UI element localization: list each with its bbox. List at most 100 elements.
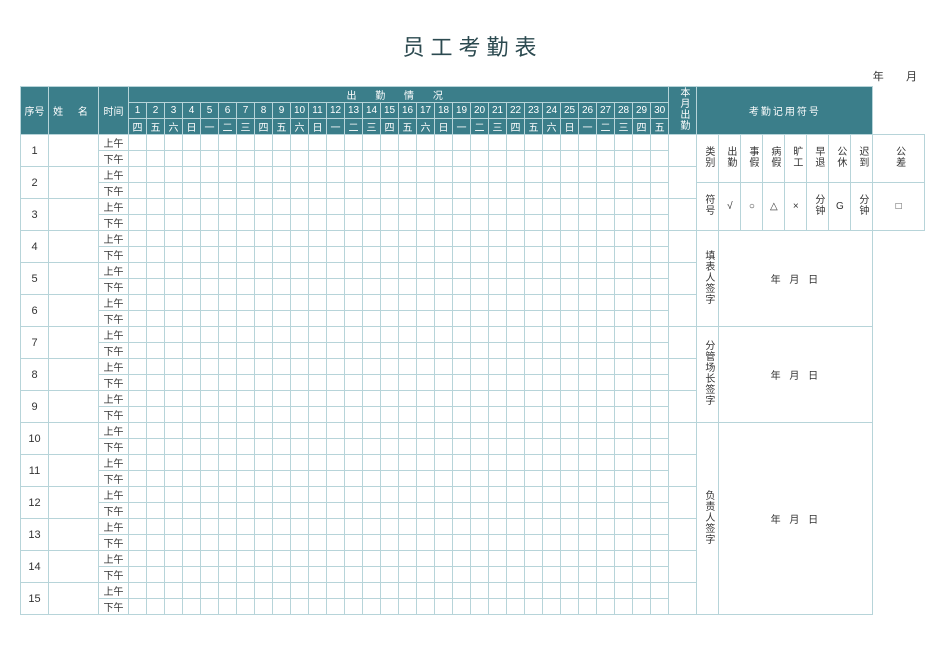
attendance-cell[interactable] [453,135,471,151]
attendance-cell[interactable] [183,183,201,199]
attendance-cell[interactable] [453,487,471,503]
attendance-cell[interactable] [381,439,399,455]
month-total-cell[interactable] [669,231,697,263]
attendance-cell[interactable] [579,359,597,375]
attendance-cell[interactable] [471,231,489,247]
attendance-cell[interactable] [237,471,255,487]
attendance-cell[interactable] [453,599,471,615]
attendance-cell[interactable] [561,295,579,311]
attendance-cell[interactable] [597,311,615,327]
attendance-cell[interactable] [237,295,255,311]
attendance-cell[interactable] [309,183,327,199]
attendance-cell[interactable] [453,167,471,183]
attendance-cell[interactable] [489,247,507,263]
attendance-cell[interactable] [201,471,219,487]
attendance-cell[interactable] [129,407,147,423]
attendance-cell[interactable] [435,455,453,471]
attendance-cell[interactable] [129,503,147,519]
attendance-cell[interactable] [489,551,507,567]
attendance-cell[interactable] [381,167,399,183]
attendance-cell[interactable] [147,375,165,391]
attendance-cell[interactable] [255,263,273,279]
attendance-cell[interactable] [273,551,291,567]
attendance-cell[interactable] [543,439,561,455]
attendance-cell[interactable] [399,327,417,343]
attendance-cell[interactable] [579,311,597,327]
attendance-cell[interactable] [435,311,453,327]
attendance-cell[interactable] [615,583,633,599]
attendance-cell[interactable] [255,487,273,503]
attendance-cell[interactable] [183,503,201,519]
attendance-cell[interactable] [165,247,183,263]
attendance-cell[interactable] [489,167,507,183]
attendance-cell[interactable] [417,295,435,311]
attendance-cell[interactable] [291,567,309,583]
attendance-cell[interactable] [489,599,507,615]
attendance-cell[interactable] [489,311,507,327]
attendance-cell[interactable] [147,439,165,455]
attendance-cell[interactable] [237,199,255,215]
attendance-cell[interactable] [273,519,291,535]
attendance-cell[interactable] [381,295,399,311]
attendance-cell[interactable] [381,199,399,215]
attendance-cell[interactable] [435,215,453,231]
name-cell[interactable] [49,519,99,551]
attendance-cell[interactable] [507,423,525,439]
attendance-cell[interactable] [345,503,363,519]
attendance-cell[interactable] [417,407,435,423]
attendance-cell[interactable] [309,535,327,551]
attendance-cell[interactable] [273,311,291,327]
month-total-cell[interactable] [669,199,697,231]
attendance-cell[interactable] [183,423,201,439]
attendance-cell[interactable] [129,455,147,471]
attendance-cell[interactable] [183,407,201,423]
attendance-cell[interactable] [381,519,399,535]
attendance-cell[interactable] [525,503,543,519]
attendance-cell[interactable] [525,487,543,503]
attendance-cell[interactable] [147,279,165,295]
attendance-cell[interactable] [453,567,471,583]
attendance-cell[interactable] [633,455,651,471]
attendance-cell[interactable] [291,599,309,615]
attendance-cell[interactable] [363,407,381,423]
attendance-cell[interactable] [201,455,219,471]
attendance-cell[interactable] [507,247,525,263]
attendance-cell[interactable] [435,487,453,503]
attendance-cell[interactable] [309,231,327,247]
attendance-cell[interactable] [327,455,345,471]
attendance-cell[interactable] [309,455,327,471]
attendance-cell[interactable] [579,247,597,263]
attendance-cell[interactable] [651,343,669,359]
attendance-cell[interactable] [219,519,237,535]
attendance-cell[interactable] [489,279,507,295]
attendance-cell[interactable] [615,551,633,567]
attendance-cell[interactable] [255,167,273,183]
sig-filler-date[interactable]: 年 月 日 [719,231,873,327]
attendance-cell[interactable] [309,551,327,567]
attendance-cell[interactable] [309,599,327,615]
attendance-cell[interactable] [471,535,489,551]
attendance-cell[interactable] [345,439,363,455]
attendance-cell[interactable] [291,519,309,535]
attendance-cell[interactable] [291,263,309,279]
name-cell[interactable] [49,167,99,199]
attendance-cell[interactable] [399,535,417,551]
attendance-cell[interactable] [273,295,291,311]
attendance-cell[interactable] [435,295,453,311]
attendance-cell[interactable] [651,279,669,295]
attendance-cell[interactable] [201,439,219,455]
sig-branch-date[interactable]: 年 月 日 [719,327,873,423]
attendance-cell[interactable] [129,551,147,567]
attendance-cell[interactable] [399,215,417,231]
attendance-cell[interactable] [561,151,579,167]
attendance-cell[interactable] [633,567,651,583]
attendance-cell[interactable] [543,183,561,199]
attendance-cell[interactable] [327,519,345,535]
attendance-cell[interactable] [561,455,579,471]
attendance-cell[interactable] [363,247,381,263]
month-total-cell[interactable] [669,487,697,519]
attendance-cell[interactable] [291,583,309,599]
attendance-cell[interactable] [291,231,309,247]
attendance-cell[interactable] [363,535,381,551]
attendance-cell[interactable] [291,359,309,375]
